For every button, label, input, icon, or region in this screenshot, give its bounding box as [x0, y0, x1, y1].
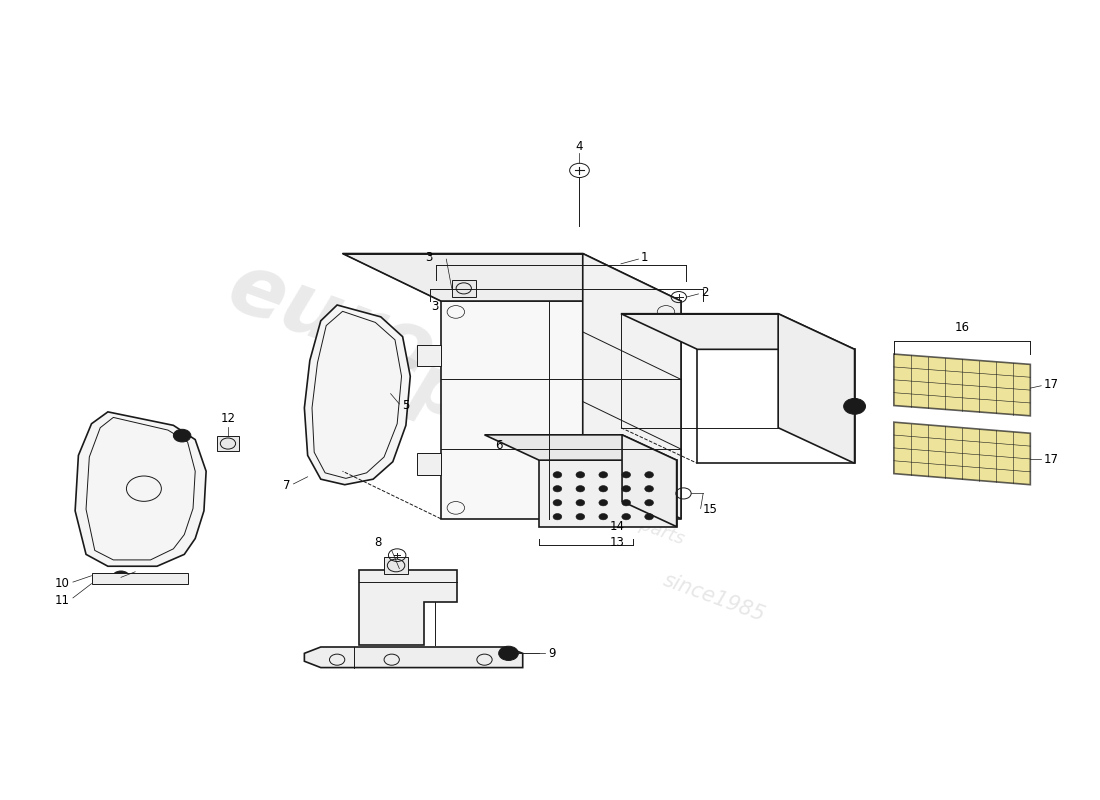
Polygon shape: [417, 454, 441, 475]
Circle shape: [621, 499, 630, 506]
Circle shape: [598, 486, 607, 492]
Circle shape: [598, 472, 607, 478]
Text: a passion for parts: a passion for parts: [522, 474, 686, 548]
Text: 15: 15: [703, 502, 717, 516]
Text: euro: euro: [217, 246, 447, 395]
Polygon shape: [583, 254, 681, 518]
Circle shape: [576, 499, 585, 506]
Polygon shape: [417, 345, 441, 366]
Text: 3: 3: [431, 300, 439, 313]
Polygon shape: [894, 422, 1031, 485]
Text: 14: 14: [610, 520, 625, 533]
Text: 2: 2: [701, 286, 708, 299]
Polygon shape: [75, 412, 206, 566]
Bar: [217, 436, 239, 451]
Circle shape: [174, 430, 190, 442]
Bar: [452, 280, 476, 297]
Circle shape: [621, 486, 630, 492]
Circle shape: [553, 514, 562, 520]
Polygon shape: [305, 647, 522, 667]
Text: 12: 12: [220, 412, 235, 426]
Text: 17: 17: [1044, 378, 1058, 390]
Text: 10: 10: [55, 577, 69, 590]
Circle shape: [645, 514, 653, 520]
Circle shape: [645, 472, 653, 478]
Polygon shape: [894, 354, 1031, 416]
Text: 5: 5: [403, 399, 410, 412]
Circle shape: [844, 398, 866, 414]
Polygon shape: [441, 301, 681, 518]
Polygon shape: [621, 435, 676, 526]
Text: 4: 4: [575, 140, 583, 153]
Circle shape: [645, 486, 653, 492]
Text: 6: 6: [495, 439, 503, 453]
Circle shape: [553, 499, 562, 506]
Circle shape: [621, 514, 630, 520]
Text: 9: 9: [548, 647, 556, 660]
Text: 13: 13: [610, 536, 625, 549]
Polygon shape: [778, 314, 855, 463]
Circle shape: [576, 514, 585, 520]
Text: spares: spares: [359, 332, 653, 499]
Circle shape: [598, 514, 607, 520]
Circle shape: [553, 486, 562, 492]
Circle shape: [645, 499, 653, 506]
Bar: [384, 557, 408, 574]
Polygon shape: [359, 570, 458, 646]
Polygon shape: [621, 314, 855, 350]
Bar: [91, 573, 188, 584]
Text: 7: 7: [283, 479, 290, 492]
Polygon shape: [539, 460, 676, 526]
Circle shape: [576, 472, 585, 478]
Circle shape: [621, 472, 630, 478]
Text: 1: 1: [640, 251, 648, 264]
Circle shape: [498, 646, 518, 661]
Text: 11: 11: [55, 594, 69, 606]
Circle shape: [553, 472, 562, 478]
Text: 8: 8: [374, 536, 382, 549]
Text: 16: 16: [955, 321, 969, 334]
Text: since1985: since1985: [660, 570, 768, 626]
Polygon shape: [484, 435, 676, 460]
Text: 17: 17: [1044, 453, 1058, 466]
Circle shape: [112, 571, 130, 584]
Polygon shape: [305, 305, 410, 485]
Circle shape: [576, 486, 585, 492]
Polygon shape: [342, 254, 681, 301]
Circle shape: [598, 499, 607, 506]
Text: 3: 3: [425, 251, 432, 264]
